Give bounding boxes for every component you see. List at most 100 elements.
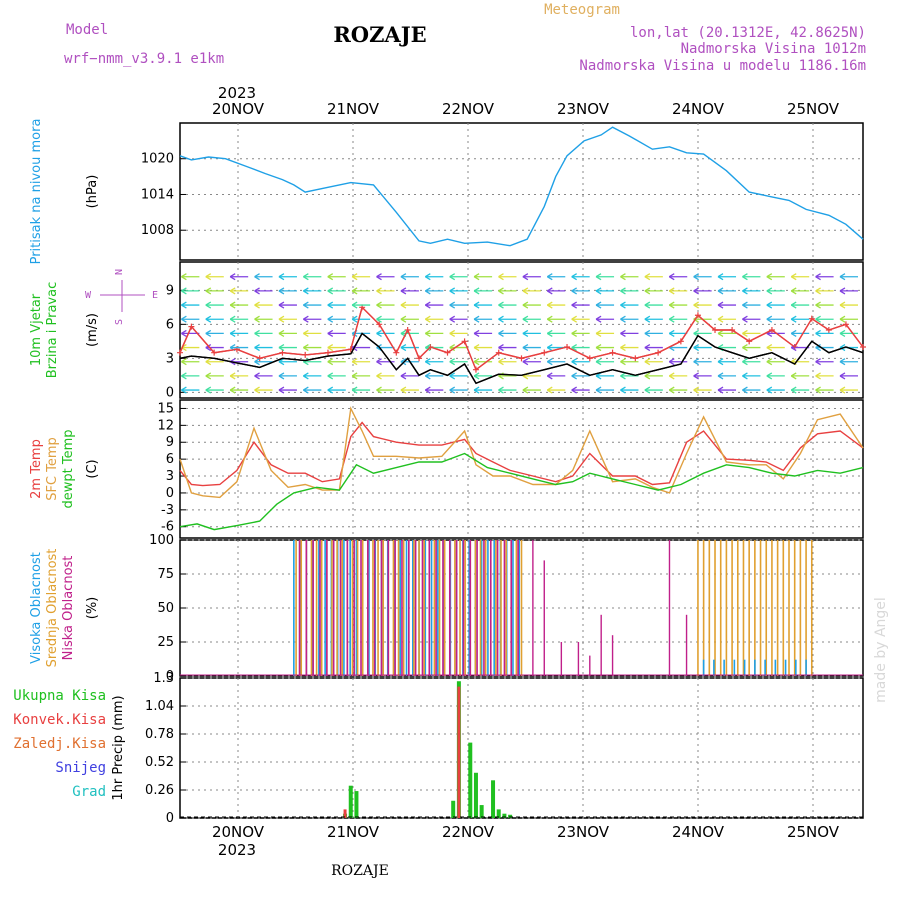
wind-arrow-head bbox=[278, 386, 285, 394]
y-axis-unit: (C) bbox=[85, 459, 100, 478]
wind-arrow-head bbox=[522, 315, 529, 323]
wind-arrow-head bbox=[254, 301, 260, 309]
wind-arrow-head bbox=[522, 329, 529, 337]
wind-arrow-head bbox=[815, 301, 821, 309]
wind-arrow-head bbox=[815, 358, 821, 366]
y-tick-label: 3 bbox=[166, 469, 174, 484]
y-axis-label: Visoka Oblacnost bbox=[29, 552, 44, 664]
precip-bar bbox=[354, 791, 359, 818]
panel-temperature: -6 -3 0 3 6 9 12 15 2m Temp SFC Temp dewpt Temp (C) bbox=[29, 399, 864, 539]
precip-bar bbox=[502, 813, 507, 818]
wind-arrow-head bbox=[205, 372, 212, 380]
wind-arrow-head bbox=[498, 273, 504, 281]
wind-arrow-head bbox=[473, 358, 480, 366]
wind-arrow-head bbox=[717, 329, 724, 337]
wind-arrow-head bbox=[546, 301, 553, 309]
wind-arrow-head bbox=[766, 273, 773, 281]
precip-bar bbox=[348, 785, 353, 818]
wind-arrow-head bbox=[522, 358, 529, 366]
panel-frame bbox=[179, 261, 864, 399]
y-tick-label: -6 bbox=[161, 520, 174, 535]
wind-arrow-head bbox=[595, 344, 602, 352]
wind-arrow-head bbox=[205, 273, 212, 281]
panel-precip: 0 0.26 0.52 0.78 1.04 1.3 Ukupna Kisa Konvek.Ki… bbox=[13, 671, 864, 841]
wind-arrow-head bbox=[327, 344, 334, 352]
wind-arrow-head bbox=[839, 372, 846, 380]
y-tick-label: 100 bbox=[149, 533, 174, 548]
x-day-label: 20NOV bbox=[212, 823, 265, 841]
wind-arrow-head bbox=[742, 315, 748, 323]
wind-arrow-head bbox=[693, 344, 699, 352]
wind-arrow-head bbox=[303, 273, 309, 281]
wind-arrow-head bbox=[351, 273, 358, 281]
wind-arrow-head bbox=[498, 315, 504, 323]
wind-arrow-head bbox=[424, 372, 431, 380]
wind-arrow-head bbox=[449, 301, 456, 309]
wind-compass: N W E S bbox=[85, 269, 158, 325]
wind-arrow-head bbox=[303, 344, 309, 352]
y-tick-label: 12 bbox=[157, 418, 174, 433]
wind-arrow-head bbox=[595, 386, 602, 394]
wind-arrow-head bbox=[546, 273, 553, 281]
wind-arrow-head bbox=[424, 329, 431, 337]
wind-arrow-head bbox=[449, 315, 456, 323]
wind-arrow-head bbox=[766, 315, 773, 323]
wind-arrow-head bbox=[815, 372, 821, 380]
panel-cloud: 0 25 50 75 100 Visoka Oblacnost Srednja Oblacn… bbox=[29, 533, 864, 684]
wind-arrow-head bbox=[473, 344, 480, 352]
y-tick-label: 50 bbox=[157, 601, 174, 616]
y-axis-label: Srednja Oblacnost bbox=[45, 549, 60, 668]
wind-arrow-head bbox=[595, 287, 602, 295]
wind-arrow-head bbox=[205, 329, 212, 337]
wind-arrow-head bbox=[742, 358, 748, 366]
wind-arrow-head bbox=[766, 344, 773, 352]
wind-arrow-head bbox=[742, 301, 748, 309]
y-tick-label: 6 bbox=[166, 317, 174, 332]
series-line-overlay bbox=[179, 332, 864, 385]
precip-bar bbox=[343, 809, 347, 818]
wind-arrow-head bbox=[790, 287, 797, 295]
wind-arrow-head bbox=[766, 287, 773, 295]
wind-arrow-head bbox=[278, 358, 285, 366]
y-axis-unit: (m/s) bbox=[85, 313, 100, 347]
wind-arrow-head bbox=[229, 301, 236, 309]
precip-bar bbox=[479, 805, 484, 818]
wind-arrow-head bbox=[254, 386, 260, 394]
wind-arrow-head bbox=[351, 287, 358, 295]
wind-arrow-head bbox=[181, 329, 187, 337]
wind-arrow-head bbox=[620, 386, 626, 394]
series-line-pressure bbox=[179, 126, 864, 247]
y-tick-label: 25 bbox=[157, 635, 174, 650]
wind-arrow-head bbox=[571, 287, 578, 295]
wind-arrow-head bbox=[376, 372, 382, 380]
wind-arrow-head bbox=[620, 344, 626, 352]
wind-arrow-head bbox=[839, 329, 846, 337]
panel-frame bbox=[179, 122, 864, 261]
y-tick-label: 0 bbox=[166, 385, 174, 400]
wind-arrow-head bbox=[546, 287, 553, 295]
wind-arrow-head bbox=[400, 287, 407, 295]
wind-arrow-head bbox=[620, 287, 626, 295]
wind-arrow-head bbox=[473, 301, 480, 309]
wind-arrow-head bbox=[181, 287, 187, 295]
wind-arrow-head bbox=[644, 344, 651, 352]
wind-arrow-head bbox=[546, 344, 553, 352]
y-axis-label: Pritisak na nivou mora bbox=[29, 119, 44, 265]
precip-legend-label: Zaledj.Kisa bbox=[13, 736, 106, 752]
wind-arrow-head bbox=[351, 315, 358, 323]
wind-arrow-head bbox=[839, 358, 846, 366]
y-axis-unit: 1hr Precip (mm) bbox=[111, 695, 126, 800]
y-tick-label: 0.26 bbox=[145, 783, 174, 798]
y-tick-label: -3 bbox=[161, 503, 174, 518]
wind-arrow-head bbox=[181, 301, 187, 309]
wind-arrow-head bbox=[278, 301, 285, 309]
y-tick-label: 1014 bbox=[141, 187, 174, 202]
wind-arrow-head bbox=[742, 386, 748, 394]
y-axis-label: Niska Oblacnost bbox=[61, 556, 76, 661]
series-line-dewpt-temp bbox=[179, 452, 864, 531]
precip-bar bbox=[473, 772, 478, 818]
wind-arrow-head bbox=[278, 344, 285, 352]
wind-arrow-head bbox=[668, 301, 675, 309]
x-day-label: 23NOV bbox=[557, 823, 610, 841]
wind-arrow-head bbox=[668, 358, 675, 366]
